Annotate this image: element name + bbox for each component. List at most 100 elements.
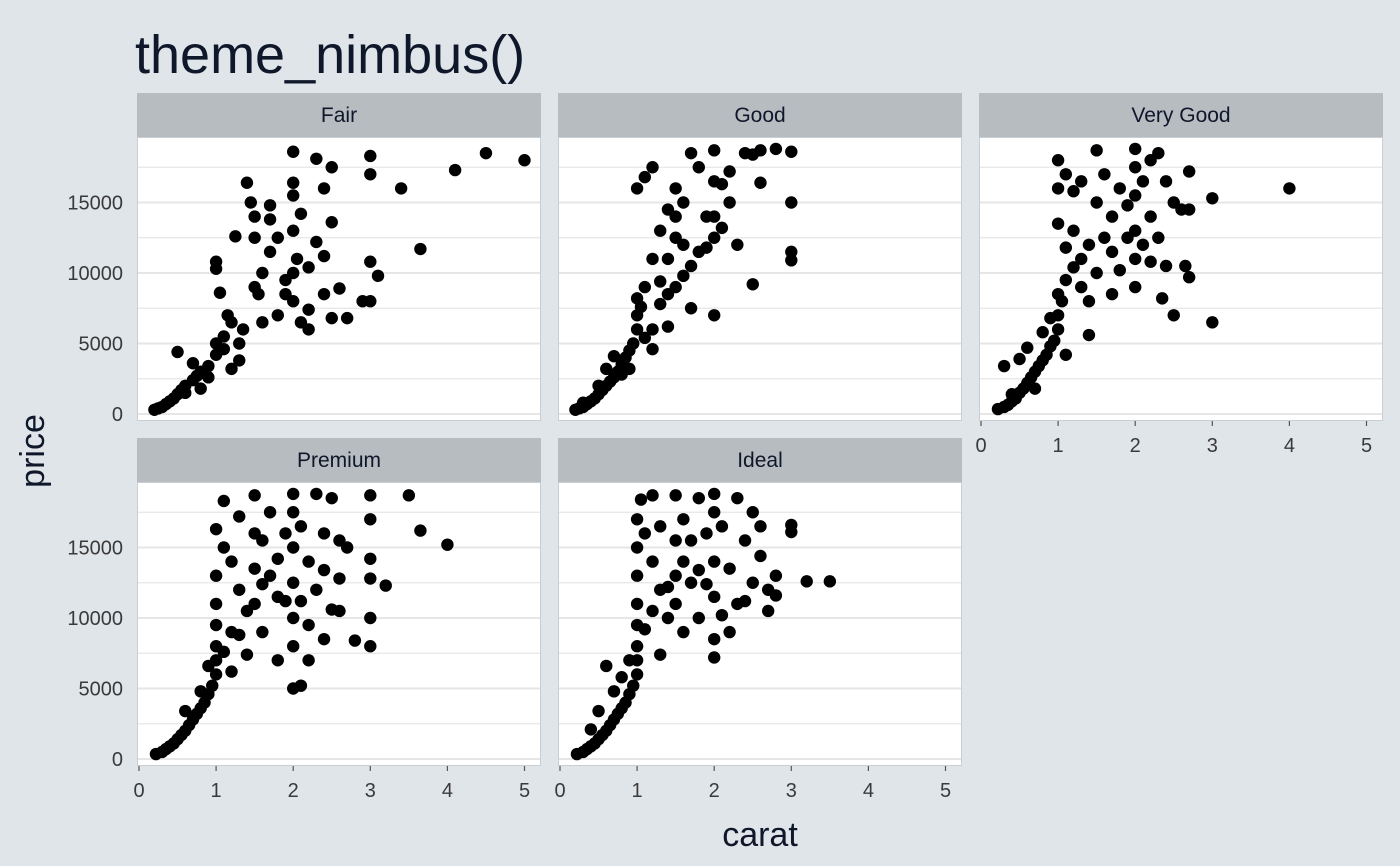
data-point xyxy=(290,252,304,266)
data-point xyxy=(630,569,644,582)
data-point xyxy=(233,583,246,596)
data-point xyxy=(364,295,377,308)
data-point xyxy=(692,611,705,625)
data-point xyxy=(414,524,427,537)
x-tick-label: 2 xyxy=(288,780,299,802)
data-point xyxy=(1067,185,1080,198)
data-point xyxy=(1059,168,1073,181)
data-point xyxy=(236,323,250,336)
data-point xyxy=(623,362,636,376)
data-point xyxy=(1182,271,1196,284)
data-point xyxy=(194,685,207,698)
data-point xyxy=(364,513,377,526)
data-point xyxy=(785,196,798,209)
data-point xyxy=(1051,323,1065,336)
data-point xyxy=(202,359,215,373)
x-tick-label: 4 xyxy=(442,780,453,802)
data-point xyxy=(302,618,315,632)
data-point xyxy=(630,668,644,681)
x-tick-label: 0 xyxy=(975,435,986,457)
data-point xyxy=(248,597,261,611)
data-point xyxy=(209,262,223,275)
data-point xyxy=(271,231,284,244)
facet-panel-premium: Premium 0 5000 10000 15000 0 1 2 3 4 5 xyxy=(67,438,541,802)
data-point xyxy=(669,569,682,582)
x-tick-label: 5 xyxy=(519,780,530,802)
data-point xyxy=(317,249,331,263)
data-point xyxy=(769,142,783,156)
x-tick-label: 0 xyxy=(554,780,565,802)
data-point xyxy=(209,597,223,611)
data-point xyxy=(217,330,231,343)
data-point xyxy=(206,679,219,692)
panel-border xyxy=(558,137,962,421)
data-point xyxy=(333,604,346,618)
data-point xyxy=(209,618,223,632)
data-point xyxy=(248,562,261,575)
data-point xyxy=(1059,241,1073,254)
data-point xyxy=(700,577,713,591)
data-point xyxy=(310,152,323,165)
data-point xyxy=(654,648,667,661)
data-point xyxy=(1082,328,1096,342)
data-point xyxy=(661,203,675,216)
data-point xyxy=(1182,165,1196,178)
data-point xyxy=(1067,224,1080,237)
data-point xyxy=(715,177,729,191)
data-point xyxy=(692,563,705,577)
data-point xyxy=(317,287,331,301)
data-point xyxy=(1051,217,1065,230)
data-point xyxy=(233,337,246,350)
data-point xyxy=(630,640,644,653)
data-point xyxy=(217,342,231,356)
data-point xyxy=(731,238,744,251)
data-point xyxy=(661,252,675,266)
data-point xyxy=(364,149,377,163)
data-point xyxy=(202,659,215,673)
data-point xyxy=(754,144,767,157)
x-tick-label: 2 xyxy=(1130,435,1141,457)
data-point xyxy=(248,489,261,502)
data-point xyxy=(684,302,698,315)
data-point xyxy=(310,235,323,249)
data-point xyxy=(271,654,284,667)
data-point xyxy=(379,579,392,592)
data-point xyxy=(325,161,338,174)
data-point xyxy=(256,625,269,639)
data-point xyxy=(661,611,675,625)
data-point xyxy=(225,665,238,678)
y-tick-label: 15000 xyxy=(67,193,123,215)
y-tick-label: 10000 xyxy=(67,608,123,630)
data-point xyxy=(785,525,798,539)
facet-strip xyxy=(137,438,541,482)
data-point xyxy=(1155,292,1169,305)
facet-strip-label: Good xyxy=(734,104,785,127)
y-axis-label: price xyxy=(14,414,52,488)
data-point xyxy=(1005,388,1019,401)
data-point xyxy=(630,541,644,554)
data-point xyxy=(708,210,721,223)
data-point xyxy=(723,165,736,178)
data-point xyxy=(287,487,300,501)
data-point xyxy=(287,541,300,554)
data-point xyxy=(754,176,767,189)
data-point xyxy=(638,331,652,345)
x-tick-label: 1 xyxy=(632,780,643,802)
data-point xyxy=(263,569,277,582)
data-point xyxy=(800,575,813,588)
facet-strip xyxy=(979,93,1383,137)
data-point xyxy=(654,275,667,288)
data-point xyxy=(1105,287,1119,301)
data-point xyxy=(646,342,659,356)
data-point xyxy=(638,280,652,294)
data-point xyxy=(646,161,659,174)
data-point xyxy=(333,282,346,295)
data-point xyxy=(607,685,621,698)
data-point xyxy=(325,491,338,505)
data-point xyxy=(646,323,659,336)
data-point xyxy=(263,199,277,212)
data-point xyxy=(723,562,736,575)
data-point xyxy=(518,154,531,167)
data-point xyxy=(310,487,323,501)
